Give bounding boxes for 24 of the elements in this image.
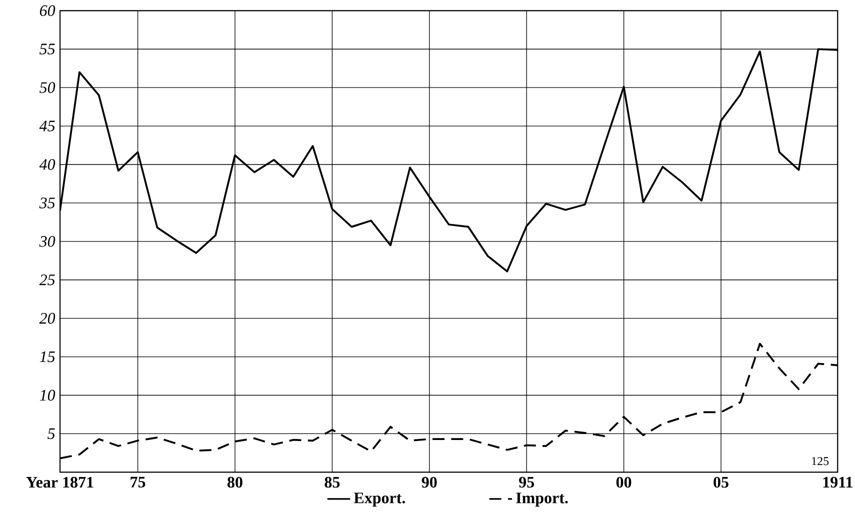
y-tick-label: 30	[39, 236, 56, 247]
x-tick-label: 00	[616, 476, 632, 488]
x-tick-label: 85	[324, 476, 340, 488]
y-tick-label: 45	[39, 120, 55, 132]
y-tick-label: 40	[39, 159, 56, 170]
y-tick-label: 5	[48, 428, 55, 440]
x-tick-label: 75	[130, 476, 146, 488]
x-tick-label: 95	[519, 476, 534, 488]
y-tick-label: 10	[40, 390, 56, 401]
x-tick-label: 90	[422, 476, 437, 488]
legend-label: Import.	[516, 492, 568, 507]
y-tick-label: 20	[39, 312, 56, 324]
y-tick-label: 35	[39, 198, 55, 208]
annotation: 125	[812, 457, 829, 466]
x-tick-label: 80	[228, 476, 242, 488]
legend-label: Export.	[354, 492, 406, 507]
y-tick-label: 60	[40, 5, 56, 16]
y-tick-label: 50	[40, 82, 56, 94]
x-tick-label: 1911	[823, 476, 852, 488]
x-tick-label: 05	[714, 476, 728, 488]
y-tick-label: 25	[39, 274, 55, 286]
y-tick-label: 15	[40, 352, 55, 362]
x-tick-label: Year 1871	[26, 476, 94, 488]
y-tick-label: 55	[40, 44, 55, 54]
